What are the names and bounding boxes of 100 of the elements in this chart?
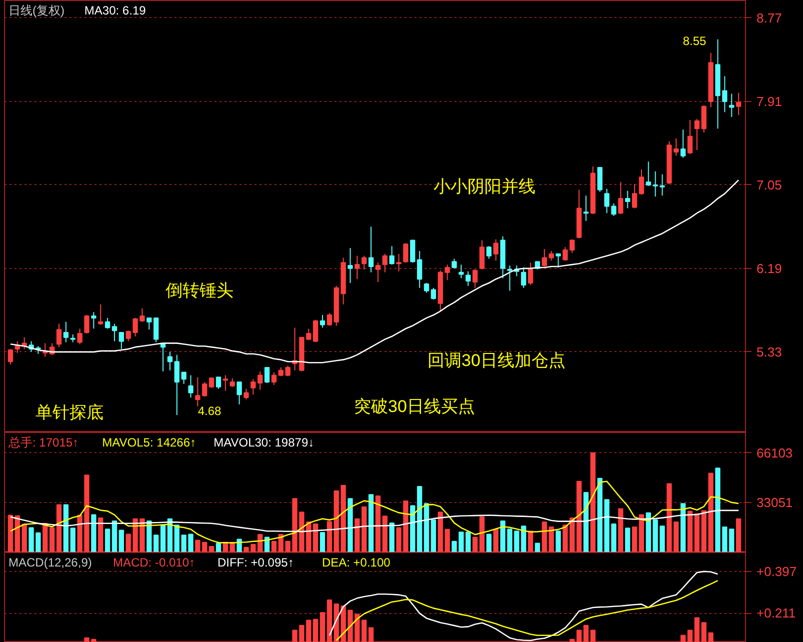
candlestick	[368, 226, 374, 273]
bar	[63, 504, 69, 552]
candlestick	[736, 92, 742, 116]
bar	[632, 526, 638, 552]
candlestick	[452, 258, 457, 269]
candlestick	[63, 321, 69, 343]
candlestick	[250, 378, 256, 396]
text: MACD: -0.010↑	[112, 556, 196, 570]
bar	[590, 452, 596, 552]
bar	[160, 524, 166, 552]
candlestick	[375, 262, 381, 283]
bar	[486, 534, 492, 552]
y-tick-label: 66103	[756, 445, 793, 460]
candlestick	[389, 246, 394, 266]
bar	[368, 494, 374, 552]
candlestick	[521, 266, 526, 288]
bar	[236, 538, 242, 552]
bar	[49, 527, 55, 552]
candlestick	[396, 253, 402, 272]
candlestick	[271, 372, 277, 386]
annotation: 倒转锤头	[166, 281, 234, 300]
candlestick	[258, 370, 263, 390]
y-tick-label: 6.19	[756, 260, 782, 276]
bar	[14, 515, 20, 552]
candlestick	[244, 388, 249, 400]
bar	[56, 504, 62, 552]
bar	[375, 495, 381, 552]
bar	[424, 503, 430, 552]
candlestick	[222, 374, 228, 392]
candlestick	[77, 328, 82, 345]
candlestick	[680, 129, 686, 158]
bar	[271, 540, 277, 552]
bar	[618, 508, 624, 552]
y-tick-label: 33051	[756, 495, 793, 510]
candlestick	[188, 374, 194, 398]
candlestick	[8, 348, 14, 366]
candlestick	[528, 262, 534, 286]
annotation: 回调30日线加仓点	[428, 351, 566, 370]
annotation: 4.68	[198, 404, 222, 418]
bar	[8, 514, 14, 552]
bar	[258, 534, 263, 552]
candlestick	[417, 250, 422, 288]
candlestick	[410, 240, 416, 264]
bar	[479, 516, 485, 552]
y-tick-label: 7.91	[756, 94, 782, 109]
candlestick	[146, 317, 152, 330]
annotation: 8.55	[682, 34, 707, 48]
candlestick	[285, 365, 290, 377]
candlestick	[638, 168, 644, 196]
candlestick	[167, 351, 173, 371]
candlestick	[618, 182, 624, 215]
candlestick	[42, 342, 48, 358]
candlestick	[382, 253, 388, 273]
bar	[548, 526, 554, 552]
bar	[312, 524, 318, 552]
candlestick	[632, 183, 638, 209]
candlestick	[583, 195, 589, 222]
candlestick	[154, 317, 159, 343]
line-series	[10, 510, 740, 532]
bar	[112, 520, 118, 552]
bar	[91, 514, 96, 552]
y-tick-label: 5.33	[756, 344, 782, 360]
text: MAVOL30: 19879↓	[214, 436, 314, 450]
candlestick	[98, 304, 104, 326]
candlestick	[84, 314, 90, 334]
candlestick	[362, 255, 367, 270]
bar	[417, 486, 422, 552]
bar	[556, 530, 561, 552]
candlestick	[424, 282, 430, 294]
y-tick-label: 8.77	[756, 10, 782, 26]
candlestick	[236, 382, 242, 405]
candlestick	[652, 170, 658, 198]
chart-title: MACD(12,26,9)	[8, 556, 92, 570]
candlestick	[687, 119, 693, 154]
candlestick	[701, 104, 706, 134]
candlestick	[570, 238, 575, 254]
candlestick	[118, 332, 124, 350]
bar	[472, 536, 478, 552]
bar	[638, 514, 644, 552]
bar	[583, 492, 589, 552]
bar	[382, 516, 388, 552]
annotation: 单针探底	[36, 403, 104, 422]
bar	[216, 542, 222, 552]
candlestick	[216, 376, 222, 390]
candlestick	[646, 161, 651, 186]
annotation: 小小阴阳并线	[434, 177, 536, 196]
candlestick	[320, 314, 326, 328]
candlestick	[208, 376, 214, 388]
candlestick	[597, 166, 602, 192]
bar	[167, 518, 173, 552]
bar	[208, 546, 214, 552]
candlestick	[486, 246, 492, 260]
bar	[146, 520, 152, 552]
bar	[430, 519, 436, 552]
candlestick	[91, 312, 96, 330]
candlestick	[493, 238, 498, 262]
y-tick-label: 7.05	[756, 177, 782, 192]
bar	[521, 526, 526, 552]
candlestick	[660, 174, 665, 196]
candlestick	[326, 312, 332, 326]
